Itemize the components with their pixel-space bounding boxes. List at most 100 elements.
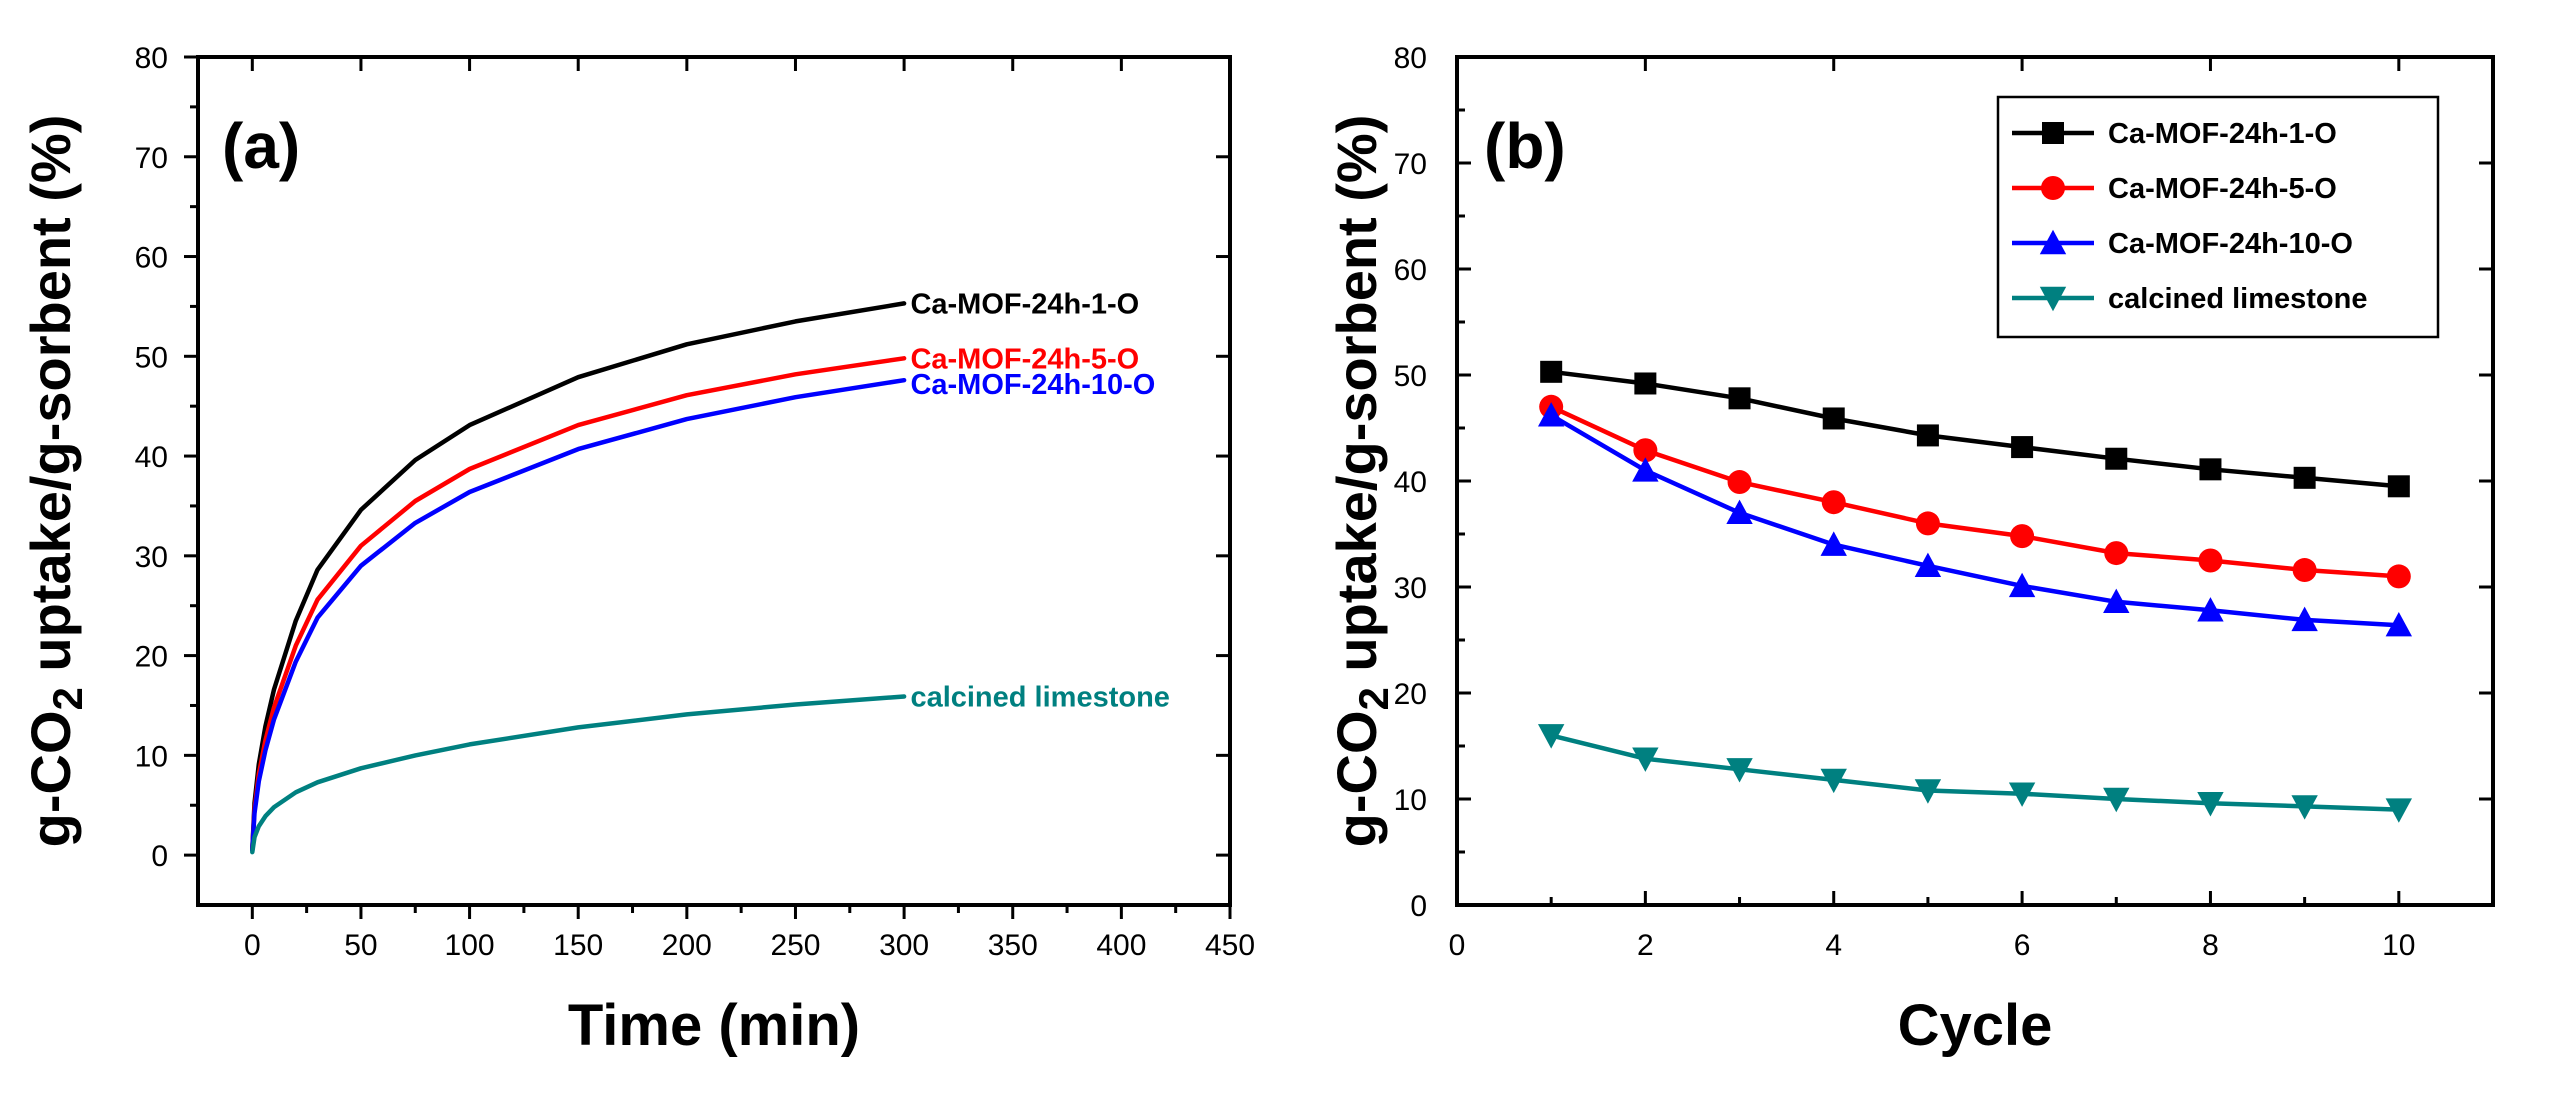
- panel-b-legend-label: Ca-MOF-24h-5-O: [2108, 173, 2337, 205]
- panel-a-annotation-calcined-limestone: calcined limestone: [910, 681, 1169, 713]
- panel-a-line-calcined-limestone: [250, 694, 907, 855]
- panel-b-point-ca-mof-24h-1-o: [1822, 407, 1845, 430]
- panel-b-point-ca-mof-24h-10-o: [1726, 499, 1753, 525]
- panel-a-series-calcined-limestone: [250, 694, 907, 855]
- panel-b-y-tick-label: 40: [1394, 466, 1427, 499]
- panel-a-annotation-ca-mof-24h-5-o: Ca-MOF-24h-5-O: [910, 343, 1139, 375]
- panel-b-legend-marker: [2039, 229, 2067, 255]
- panel-b-y-tick-label: 30: [1394, 572, 1427, 605]
- panel-b-y-tick-label: 70: [1394, 148, 1427, 181]
- panel-b-line-ca-mof-24h-10-o: [1548, 413, 2402, 628]
- panel-b-point-ca-mof-24h-5-o: [2292, 558, 2317, 583]
- panel-b-point-ca-mof-24h-1-o: [2105, 447, 2128, 470]
- panel-b-point-ca-mof-24h-1-o: [1728, 387, 1751, 410]
- panel-a-x-tick-label: 200: [662, 929, 712, 962]
- panel-b-point-calcined-limestone: [1632, 747, 1659, 772]
- panel-b-y-tick-label: 50: [1394, 360, 1427, 393]
- panel-b-point-ca-mof-24h-5-o: [2198, 548, 2223, 573]
- panel-b-y-tick-label: 60: [1394, 254, 1427, 287]
- panel-b-point-ca-mof-24h-1-o: [2011, 436, 2034, 459]
- panel-b-label: (b): [1484, 110, 1566, 182]
- panel-b-x-tick-label: 8: [2202, 929, 2219, 962]
- panel-b-legend-label: Ca-MOF-24h-10-O: [2108, 228, 2353, 260]
- panel-b-legend-item: Ca-MOF-24h-1-O: [2012, 118, 2337, 150]
- panel-b-point-ca-mof-24h-1-o: [1916, 424, 1939, 447]
- panel-b-x-tick-label: 2: [1637, 929, 1654, 962]
- panel-b-y-tick-label: 80: [1394, 42, 1427, 75]
- panel-b-point-ca-mof-24h-1-o: [2199, 458, 2222, 481]
- panel-b-point-ca-mof-24h-10-o: [2103, 588, 2130, 614]
- panel-b-legend-item: Ca-MOF-24h-5-O: [2012, 173, 2337, 205]
- panel-b-line-ca-mof-24h-1-o: [1548, 369, 2402, 489]
- panel-b-point-ca-mof-24h-5-o: [2104, 541, 2129, 566]
- panel-a-y-tick-label: 0: [151, 840, 168, 873]
- panel-b-x-tick-label: 6: [2014, 929, 2031, 962]
- panel-a-y-tick-label: 60: [135, 242, 168, 275]
- panel-b-point-ca-mof-24h-5-o: [1915, 511, 1940, 536]
- panel-b-point-calcined-limestone: [2008, 782, 2036, 807]
- panel-b-x-tick-label: 10: [2382, 929, 2415, 962]
- panel-a-y-tick-label: 40: [135, 441, 168, 474]
- panel-b-point-calcined-limestone: [1914, 779, 1942, 804]
- panel-a-y-tick-label: 80: [135, 42, 168, 75]
- panel-b-chart: 0 2 4 6 8 10 0 10 20 30 40 50 60 70 80 (b) Cycle g-CO2 up…: [1325, 42, 2495, 1058]
- panel-a-y-tick-label: 50: [135, 341, 168, 374]
- panel-b-point-ca-mof-24h-10-o: [2385, 611, 2413, 637]
- panel-b-legend-marker: [2039, 286, 2067, 312]
- panel-b-point-ca-mof-24h-10-o: [2008, 572, 2036, 598]
- panel-b-point-ca-mof-24h-1-o: [2293, 466, 2316, 489]
- panel-a-y-tick-label: 20: [135, 641, 168, 674]
- panel-a-annotation-ca-mof-24h-1-o: Ca-MOF-24h-1-O: [910, 288, 1139, 320]
- panel-b-x-tick-label: 0: [1449, 929, 1466, 962]
- panel-b-point-calcined-limestone: [1820, 768, 1847, 794]
- panel-b-point-ca-mof-24h-10-o: [1537, 402, 1565, 427]
- panel-b-y-tick-label: 0: [1410, 890, 1427, 923]
- panel-b-point-ca-mof-24h-1-o: [2387, 475, 2410, 498]
- panel-b-legend-label: calcined limestone: [2108, 283, 2368, 315]
- panel-b-x-tick-label: 4: [1825, 929, 1842, 962]
- panel-b-line-ca-mof-24h-5-o: [1548, 404, 2402, 579]
- panel-b-series-ca-mof-24h-1-o: [1540, 360, 2410, 498]
- panel-a-line-ca-mof-24h-10-o: [250, 377, 907, 853]
- panel-b-point-calcined-limestone: [2103, 787, 2130, 813]
- panel-a-y-tick-label: 30: [135, 541, 168, 574]
- panel-b-point-calcined-limestone: [2197, 792, 2224, 817]
- panel-b-point-ca-mof-24h-10-o: [1914, 552, 1942, 578]
- panel-a-x-tick-label: 350: [988, 929, 1038, 962]
- panel-b-legend-box: [1996, 95, 2440, 339]
- panel-a-plot-frame: [196, 55, 1232, 907]
- panel-b-point-calcined-limestone: [1537, 724, 1565, 749]
- panel-a-x-tick-label: 450: [1205, 929, 1255, 962]
- panel-b-point-ca-mof-24h-10-o: [2197, 597, 2224, 622]
- panel-a-x-tick-label: 100: [445, 929, 495, 962]
- panel-b-y-tick-label: 10: [1394, 784, 1427, 817]
- panel-a-x-tick-label: 50: [344, 929, 377, 962]
- panel-a-x-axis-title: Time (min): [568, 993, 860, 1058]
- panel-b-y-tick-label: 20: [1394, 678, 1427, 711]
- panel-a-y-axis-title: g-CO2 uptake/g-sorbent (%): [19, 115, 91, 848]
- panel-a-y-tick-label: 10: [135, 740, 168, 773]
- panel-b-line-calcined-limestone: [1548, 733, 2402, 812]
- panel-b-y-axis-title: g-CO2 uptake/g-sorbent (%): [1325, 115, 1397, 848]
- panel-b-point-calcined-limestone: [2385, 798, 2413, 823]
- panel-b-legend-item: Ca-MOF-24h-10-O: [2012, 228, 2353, 260]
- panel-b-point-calcined-limestone: [2291, 795, 2318, 820]
- panel-b-legend-label: Ca-MOF-24h-1-O: [2108, 118, 2337, 150]
- panel-a-x-tick-label: 150: [553, 929, 603, 962]
- panel-a-series-ca-mof-24h-10-o: [250, 377, 907, 853]
- panel-a-chart: 0 50 100 150 200 250 300 350 400 450 0 10 20 30 40 50 60…: [19, 42, 1255, 1058]
- panel-b-series-ca-mof-24h-5-o: [1539, 394, 2411, 589]
- panel-b-legend: Ca-MOF-24h-1-O Ca-MOF-24h-5-O Ca-MOF-24h-1…: [1996, 95, 2440, 339]
- panel-b-legend-marker: [2042, 122, 2064, 144]
- panel-b-point-ca-mof-24h-5-o: [2386, 564, 2411, 589]
- panel-b-legend-marker: [2041, 176, 2065, 200]
- panel-a-annotation-ca-mof-24h-10-o: Ca-MOF-24h-10-O: [910, 369, 1155, 401]
- panel-b-point-ca-mof-24h-1-o: [1540, 360, 1563, 383]
- panel-b-series-calcined-limestone: [1537, 724, 2413, 823]
- panel-a-x-tick-label: 250: [770, 929, 820, 962]
- panel-b-point-ca-mof-24h-1-o: [1634, 372, 1657, 395]
- panel-b-point-ca-mof-24h-5-o: [2010, 524, 2035, 549]
- panel-b-point-ca-mof-24h-10-o: [1820, 531, 1847, 556]
- panel-a-y-tick-label: 70: [135, 142, 168, 175]
